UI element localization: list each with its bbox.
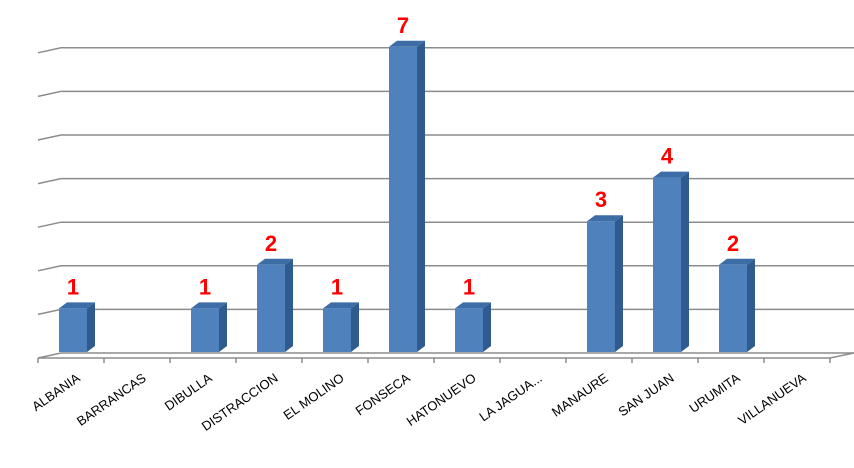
category-label: SAN JUAN [615,370,676,419]
bar-top-face [653,171,689,178]
x-axis [37,352,854,363]
bars [59,40,755,353]
gridline [37,47,854,54]
category-label: VILLANUEVA [735,370,809,428]
bar-front-face [257,264,285,352]
bar [191,302,227,352]
bar-top-face [389,40,425,47]
data-label: 1 [199,274,211,299]
gridline [37,134,854,141]
bar [455,302,491,352]
category-label: EL MOLINO [281,370,347,423]
category-label: URUMITA [686,370,743,416]
bar-side-face [87,302,95,352]
bar [323,302,359,352]
gridline [37,221,854,228]
bar-top-face [257,258,293,265]
data-label: 2 [265,231,277,256]
category-label: FONSECA [353,370,413,419]
category-label: LA JAGUA... [476,370,544,424]
bar-side-face [219,302,227,352]
bar [719,258,755,352]
bar-front-face [587,221,615,352]
gridlines [37,47,854,316]
data-label: 3 [595,187,607,212]
bar-side-face [351,302,359,352]
bar-side-face [417,40,425,353]
category-label: HATONUEVO [404,370,479,429]
bar-side-face [285,258,293,352]
data-label: 7 [397,13,409,38]
gridline [37,90,854,98]
category-label: DIBULLA [162,370,215,414]
gridline [37,177,854,185]
bar-top-face [59,302,95,309]
bar [59,302,95,352]
category-label: ALBANIA [29,370,83,414]
bar-side-face [615,215,623,352]
bar-front-face [389,46,417,353]
bar-top-face [455,302,491,309]
data-label: 4 [661,144,674,169]
bar-side-face [483,302,491,352]
data-label: 2 [727,231,739,256]
bar-top-face [719,258,755,265]
bar [587,215,623,352]
bar-front-face [59,308,87,352]
data-label: 1 [331,274,343,299]
bar [389,40,425,353]
data-label: 1 [67,274,79,299]
floor-back-edge [37,352,854,359]
bar-top-face [191,302,227,309]
bar-front-face [191,308,219,352]
bar [257,258,293,352]
bar-front-face [719,264,747,352]
bar-top-face [587,215,623,222]
category-label: BARRANCAS [74,370,149,429]
bar-front-face [653,177,681,352]
category-label: MANAURE [549,370,611,420]
bar-side-face [747,258,755,352]
bar [653,171,689,352]
data-label: 1 [463,274,475,299]
bar-front-face [323,308,351,352]
bar-front-face [455,308,483,352]
bar-top-face [323,302,359,309]
bar-side-face [681,171,689,352]
